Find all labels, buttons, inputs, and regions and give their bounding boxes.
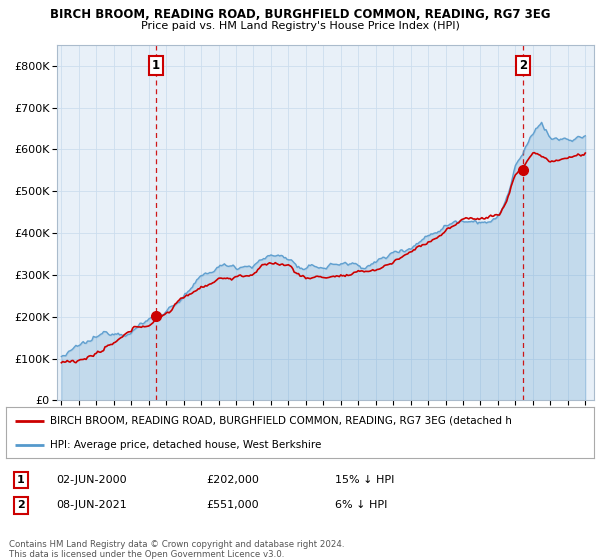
Text: 2: 2 [518, 59, 527, 72]
Text: 08-JUN-2021: 08-JUN-2021 [56, 501, 127, 510]
Text: 1: 1 [152, 59, 160, 72]
Text: Price paid vs. HM Land Registry's House Price Index (HPI): Price paid vs. HM Land Registry's House … [140, 21, 460, 31]
Text: Contains HM Land Registry data © Crown copyright and database right 2024.
This d: Contains HM Land Registry data © Crown c… [9, 540, 344, 559]
Text: 02-JUN-2000: 02-JUN-2000 [56, 475, 127, 485]
Text: 1: 1 [17, 475, 25, 485]
Text: £202,000: £202,000 [206, 475, 259, 485]
Text: £551,000: £551,000 [206, 501, 259, 510]
Text: 6% ↓ HPI: 6% ↓ HPI [335, 501, 388, 510]
Text: 15% ↓ HPI: 15% ↓ HPI [335, 475, 395, 485]
Text: BIRCH BROOM, READING ROAD, BURGHFIELD COMMON, READING, RG7 3EG: BIRCH BROOM, READING ROAD, BURGHFIELD CO… [50, 8, 550, 21]
Text: BIRCH BROOM, READING ROAD, BURGHFIELD COMMON, READING, RG7 3EG (detached h: BIRCH BROOM, READING ROAD, BURGHFIELD CO… [50, 416, 512, 426]
Text: HPI: Average price, detached house, West Berkshire: HPI: Average price, detached house, West… [50, 440, 322, 450]
Text: 2: 2 [17, 501, 25, 510]
